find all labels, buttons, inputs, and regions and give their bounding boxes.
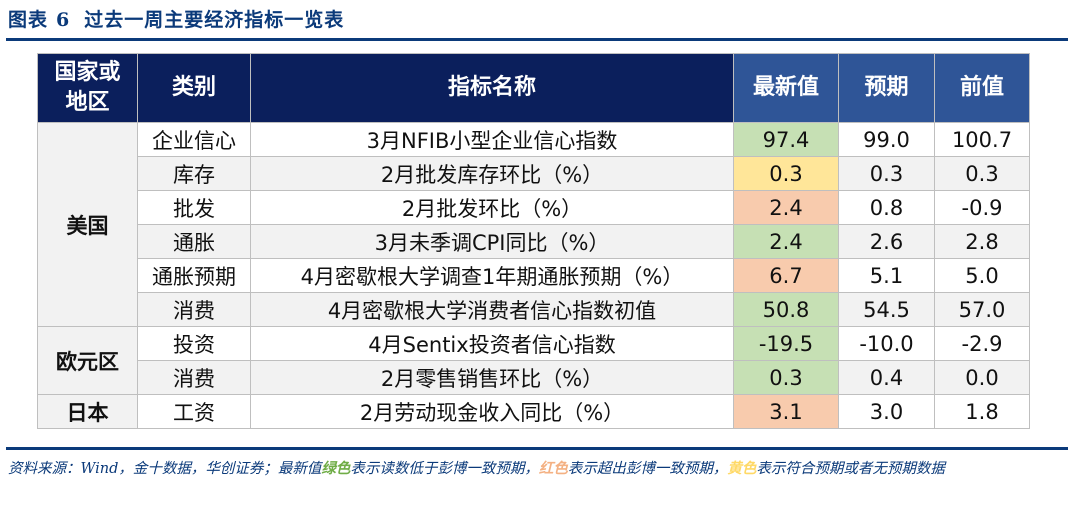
category-cell: 批发 — [137, 190, 251, 225]
note-yellow-label: 黄色 — [727, 460, 757, 477]
expected-value-cell: 0.3 — [838, 156, 935, 191]
category-cell: 通胀预期 — [137, 258, 251, 293]
expected-value-cell: -10.0 — [838, 326, 935, 361]
note-yellow-text: 表示符合预期或者无预期数据 — [756, 461, 945, 477]
table-row: 日本 工资 2月劳动现金收入同比（%） 3.1 3.0 1.8 — [37, 394, 1030, 429]
figure-title: 图表 6 过去一周主要经济指标一览表 — [8, 5, 344, 35]
note-green-text: 表示读数低于彭博一致预期， — [350, 461, 539, 477]
previous-value-cell: 100.7 — [934, 122, 1030, 157]
previous-value-cell: 0.0 — [934, 360, 1030, 395]
expected-value-cell: 54.5 — [838, 292, 935, 327]
indicator-cell: 4月密歇根大学调查1年期通胀预期（%） — [250, 258, 734, 293]
indicator-cell: 2月批发环比（%） — [250, 190, 734, 225]
latest-value-cell: 2.4 — [733, 224, 839, 259]
expected-value-cell: 0.8 — [838, 190, 935, 225]
latest-value-cell: 2.4 — [733, 190, 839, 225]
note-red-label: 红色 — [538, 460, 568, 477]
indicators-table: 国家或 地区 类别 指标名称 最新值 预期 前值 美国 企业信心 3月NFIB小型… — [37, 53, 1030, 429]
latest-value-cell: -19.5 — [733, 326, 839, 361]
latest-value-cell: 0.3 — [733, 360, 839, 395]
source-divider — [6, 447, 1068, 450]
latest-value-cell: 0.3 — [733, 156, 839, 191]
expected-value-cell: 3.0 — [838, 394, 935, 429]
previous-value-cell: 0.3 — [934, 156, 1030, 191]
table-row: 消费 4月密歇根大学消费者信心指数初值 50.8 54.5 57.0 — [38, 292, 1030, 327]
header-previous: 前值 — [934, 53, 1030, 123]
latest-value-cell: 97.4 — [733, 122, 839, 157]
table-row: 消费 2月零售销售环比（%） 0.3 0.4 0.0 — [38, 360, 1030, 395]
indicator-cell: 2月批发库存环比（%） — [250, 156, 734, 191]
header-indicator: 指标名称 — [250, 53, 734, 123]
category-cell: 投资 — [137, 326, 251, 361]
category-cell: 消费 — [137, 292, 251, 327]
figure-title-text: 过去一周主要经济指标一览表 — [84, 9, 345, 31]
figure-label: 图表 — [8, 9, 49, 31]
indicator-cell: 4月Sentix投资者信心指数 — [250, 326, 734, 361]
title-divider — [6, 38, 1068, 41]
expected-value-cell: 2.6 — [838, 224, 935, 259]
region-cell-japan: 日本 — [37, 394, 138, 429]
indicator-cell: 2月劳动现金收入同比（%） — [250, 394, 734, 429]
previous-value-cell: -0.9 — [934, 190, 1030, 225]
previous-value-cell: 57.0 — [934, 292, 1030, 327]
region-cell-eurozone: 欧元区 — [37, 326, 138, 395]
table-row: 通胀预期 4月密歇根大学调查1年期通胀预期（%） 6.7 5.1 5.0 — [38, 258, 1030, 293]
category-cell: 消费 — [137, 360, 251, 395]
figure-number: 6 — [56, 9, 71, 31]
table-header-row: 国家或 地区 类别 指标名称 最新值 预期 前值 — [37, 53, 1030, 123]
expected-value-cell: 0.4 — [838, 360, 935, 395]
header-latest: 最新值 — [733, 53, 839, 123]
source-note: 资料来源：Wind，金十数据，华创证券；最新值绿色表示读数低于彭博一致预期，红色… — [8, 455, 1068, 483]
table-row: 欧元区 投资 4月Sentix投资者信心指数 -19.5 -10.0 -2.9 — [37, 326, 1030, 395]
expected-value-cell: 99.0 — [838, 122, 935, 157]
category-cell: 通胀 — [137, 224, 251, 259]
latest-value-cell: 6.7 — [733, 258, 839, 293]
indicator-cell: 3月NFIB小型企业信心指数 — [250, 122, 734, 157]
note-green-label: 绿色 — [321, 460, 351, 477]
indicator-cell: 4月密歇根大学消费者信心指数初值 — [250, 292, 734, 327]
previous-value-cell: 5.0 — [934, 258, 1030, 293]
category-cell: 库存 — [137, 156, 251, 191]
table-row: 库存 2月批发库存环比（%） 0.3 0.3 0.3 — [38, 156, 1030, 191]
header-region: 国家或 地区 — [37, 53, 138, 123]
region-cell-us: 美国 — [37, 122, 138, 327]
table-row: 美国 企业信心 3月NFIB小型企业信心指数 97.4 99.0 100.7 — [37, 122, 1030, 327]
header-expected: 预期 — [838, 53, 935, 123]
note-red-text: 表示超出彭博一致预期， — [567, 461, 728, 477]
previous-value-cell: 1.8 — [934, 394, 1030, 429]
category-cell: 企业信心 — [137, 122, 251, 157]
latest-value-cell: 50.8 — [733, 292, 839, 327]
note-source-text: 资料来源：Wind，金十数据，华创证券；最新值 — [8, 461, 322, 477]
table-row: 通胀 3月未季调CPI同比（%） 2.4 2.6 2.8 — [38, 224, 1030, 259]
expected-value-cell: 5.1 — [838, 258, 935, 293]
header-category: 类别 — [137, 53, 251, 123]
category-cell: 工资 — [137, 394, 251, 429]
table-row: 批发 2月批发环比（%） 2.4 0.8 -0.9 — [38, 190, 1030, 225]
previous-value-cell: -2.9 — [934, 326, 1030, 361]
latest-value-cell: 3.1 — [733, 394, 839, 429]
indicator-cell: 3月未季调CPI同比（%） — [250, 224, 734, 259]
indicator-cell: 2月零售销售环比（%） — [250, 360, 734, 395]
previous-value-cell: 2.8 — [934, 224, 1030, 259]
